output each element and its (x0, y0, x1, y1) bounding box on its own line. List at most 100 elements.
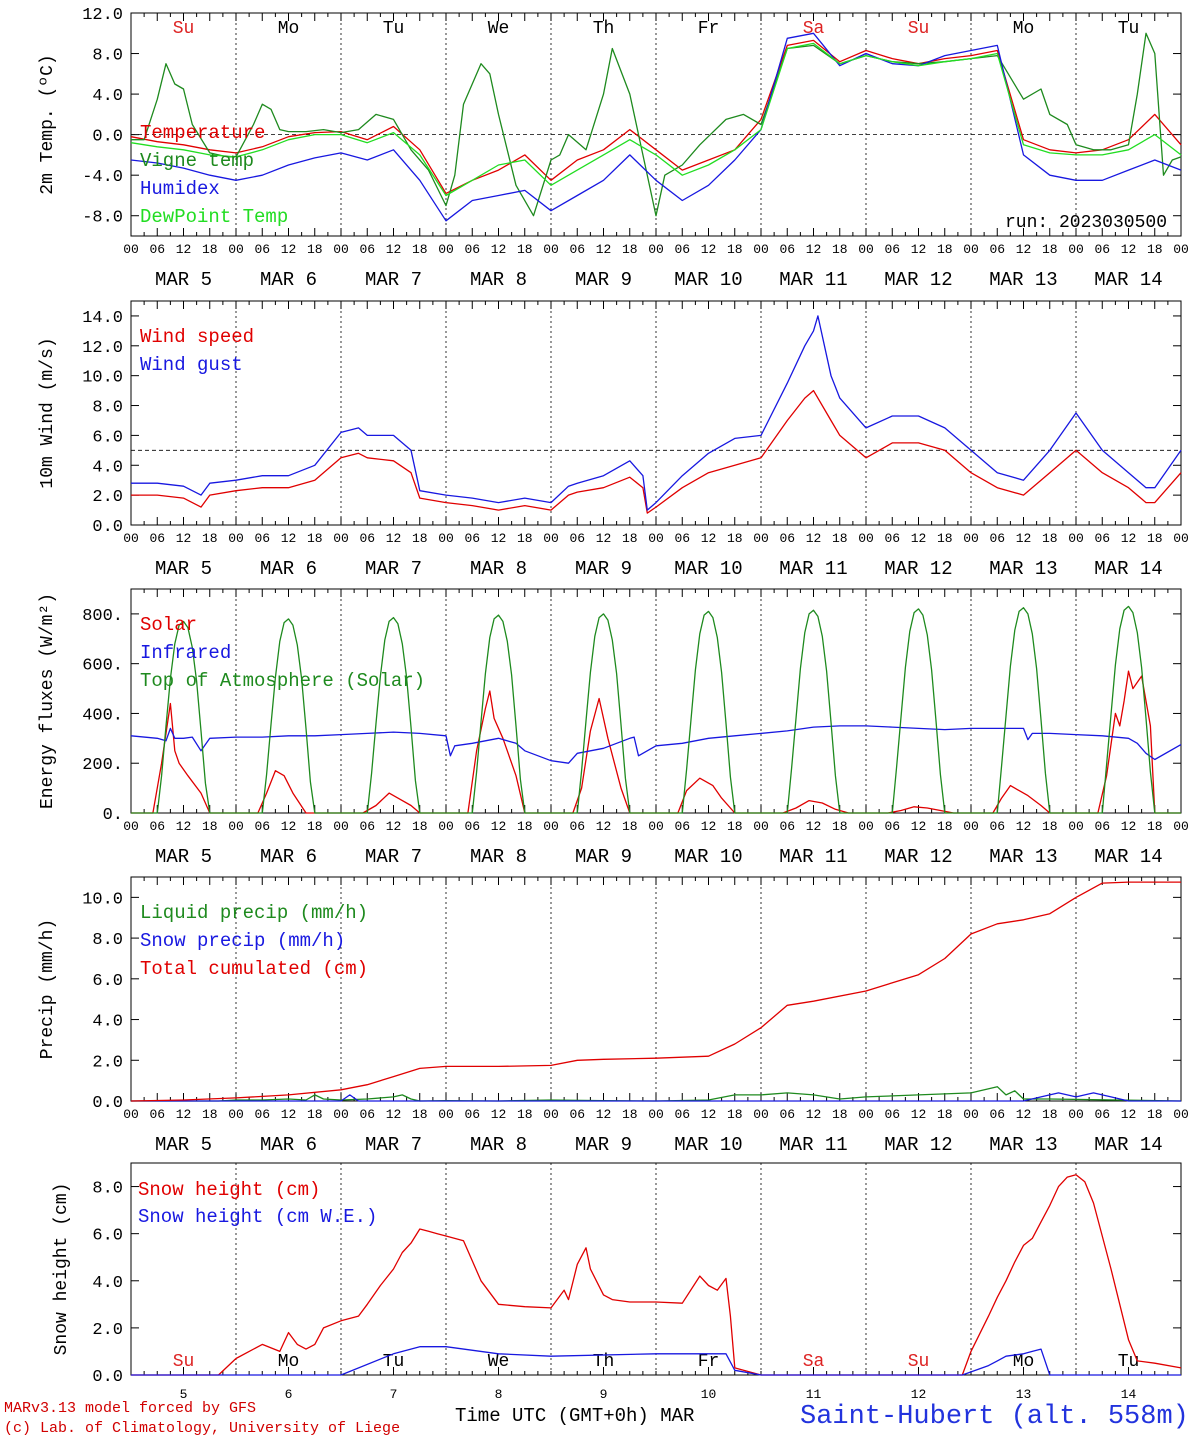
series-line (131, 1346, 1181, 1376)
y-tick-label: 0.0 (92, 1368, 123, 1387)
hour-label: 00 (333, 242, 349, 257)
y-tick-label: 0.0 (92, 128, 123, 147)
hour-label: 00 (963, 242, 979, 257)
y-tick-label: 600. (82, 657, 123, 676)
hour-label: 12 (386, 819, 402, 834)
hour-label: 18 (622, 1107, 638, 1122)
hour-label: 06 (359, 1107, 375, 1122)
hour-label: 00 (543, 242, 559, 257)
legend-entry: Vigne temp (140, 150, 254, 172)
hour-label: 18 (937, 819, 953, 834)
hour-label: 12 (281, 242, 297, 257)
hour-label: 12 (176, 531, 192, 546)
hour-label: 18 (832, 242, 848, 257)
y-tick-label: 8.0 (92, 399, 123, 418)
date-label: MAR 5 (155, 269, 212, 291)
hour-label: 06 (674, 531, 690, 546)
hour-label: 18 (307, 531, 323, 546)
hour-label: 18 (412, 531, 428, 546)
hour-label: 12 (491, 1107, 507, 1122)
hour-label: 00 (753, 531, 769, 546)
series-line (131, 1174, 1182, 1376)
hour-label: 06 (149, 531, 165, 546)
hour-label: 06 (674, 819, 690, 834)
hour-label: 12 (596, 819, 612, 834)
hour-label: 06 (149, 1107, 165, 1122)
hour-label: 06 (884, 1107, 900, 1122)
x-axis-title: Time UTC (GMT+0h) MAR (455, 1405, 695, 1427)
hour-label: 06 (779, 819, 795, 834)
weekday-label: We (488, 19, 510, 39)
weekday-label: Fr (698, 19, 720, 39)
hour-label: 00 (1173, 819, 1189, 834)
hour-label: 00 (543, 819, 559, 834)
y-tick-label: 800. (82, 607, 123, 626)
weekday-label: Th (593, 19, 615, 39)
y-tick-label: 10.0 (82, 890, 123, 909)
series-line (130, 42, 1182, 197)
panel-2: 14.0 12.0 10.0 8.0 6.0 4.0 2.0 0.0 10m Wind (m/s… (38, 300, 1189, 580)
weekday-label: Su (173, 19, 195, 39)
date-label: MAR 6 (260, 846, 317, 868)
panel-3: 800. 600. 400. 200. 0. Energy fluxes (W/m²) 00… (38, 588, 1189, 868)
hour-label: 12 (176, 242, 192, 257)
hour-label: 18 (412, 1107, 428, 1122)
y-tick-label: 8.0 (92, 1180, 123, 1199)
hour-label: 18 (622, 819, 638, 834)
hour-label: 12 (911, 819, 927, 834)
date-label: MAR 12 (884, 558, 952, 580)
hour-label: 18 (937, 531, 953, 546)
weekday-label: Su (908, 19, 930, 39)
hour-label: 00 (648, 819, 664, 834)
date-label: MAR 7 (365, 1134, 422, 1156)
hour-label: 06 (254, 531, 270, 546)
date-label: MAR 12 (884, 269, 952, 291)
legend-entry: Liquid precip (mm/h) (140, 902, 368, 924)
weekday-label: Fr (698, 1352, 720, 1372)
hour-label: 18 (832, 1107, 848, 1122)
hour-label: 12 (1016, 1107, 1032, 1122)
hour-label: 06 (359, 531, 375, 546)
hour-label: 06 (254, 242, 270, 257)
legend-entry: Wind gust (140, 354, 243, 376)
hour-label: 06 (569, 1107, 585, 1122)
weekday-label: Sa (803, 1352, 825, 1372)
legend-entry: Infrared (140, 642, 231, 664)
y-axis-label: 10m Wind (m/s) (38, 337, 58, 488)
hour-label: 12 (806, 819, 822, 834)
hour-label: 06 (569, 242, 585, 257)
hour-label: 12 (386, 1107, 402, 1122)
hour-label: 18 (202, 242, 218, 257)
hour-label: 12 (596, 531, 612, 546)
hour-label: 18 (307, 1107, 323, 1122)
hour-label: 00 (228, 242, 244, 257)
hour-label: 12 (176, 819, 192, 834)
hour-label: 00 (1068, 242, 1084, 257)
hour-label: 18 (307, 819, 323, 834)
weekday-label: Tu (383, 19, 405, 39)
weekday-label: Tu (383, 1352, 405, 1372)
hour-label: 06 (359, 242, 375, 257)
hour-label: 00 (228, 531, 244, 546)
hour-label: 12 (281, 819, 297, 834)
hour-label: 06 (1094, 819, 1110, 834)
date-label: MAR 14 (1094, 1134, 1162, 1156)
run-label: run: 2023030500 (1005, 213, 1167, 233)
y-tick-label: 12.0 (82, 339, 123, 358)
weekday-label: Tu (1118, 19, 1140, 39)
date-label: MAR 5 (155, 1134, 212, 1156)
hour-label: 06 (989, 242, 1005, 257)
hour-label: 00 (438, 531, 454, 546)
date-label: MAR 13 (989, 269, 1057, 291)
hour-label: 06 (989, 1107, 1005, 1122)
weekday-label: Mo (1013, 1352, 1035, 1372)
series-line (130, 32, 1182, 222)
hour-label: 18 (412, 242, 428, 257)
hour-label: 06 (464, 819, 480, 834)
panel-1: 12.0 8.0 4.0 0.0 -4.0 -8.0 2m Temp. (ºC) 00 06 12… (38, 6, 1189, 291)
x-tick-label: 11 (806, 1387, 822, 1402)
hour-label: 06 (779, 531, 795, 546)
hour-label: 18 (832, 531, 848, 546)
hour-label: 06 (989, 531, 1005, 546)
hour-label: 06 (569, 819, 585, 834)
